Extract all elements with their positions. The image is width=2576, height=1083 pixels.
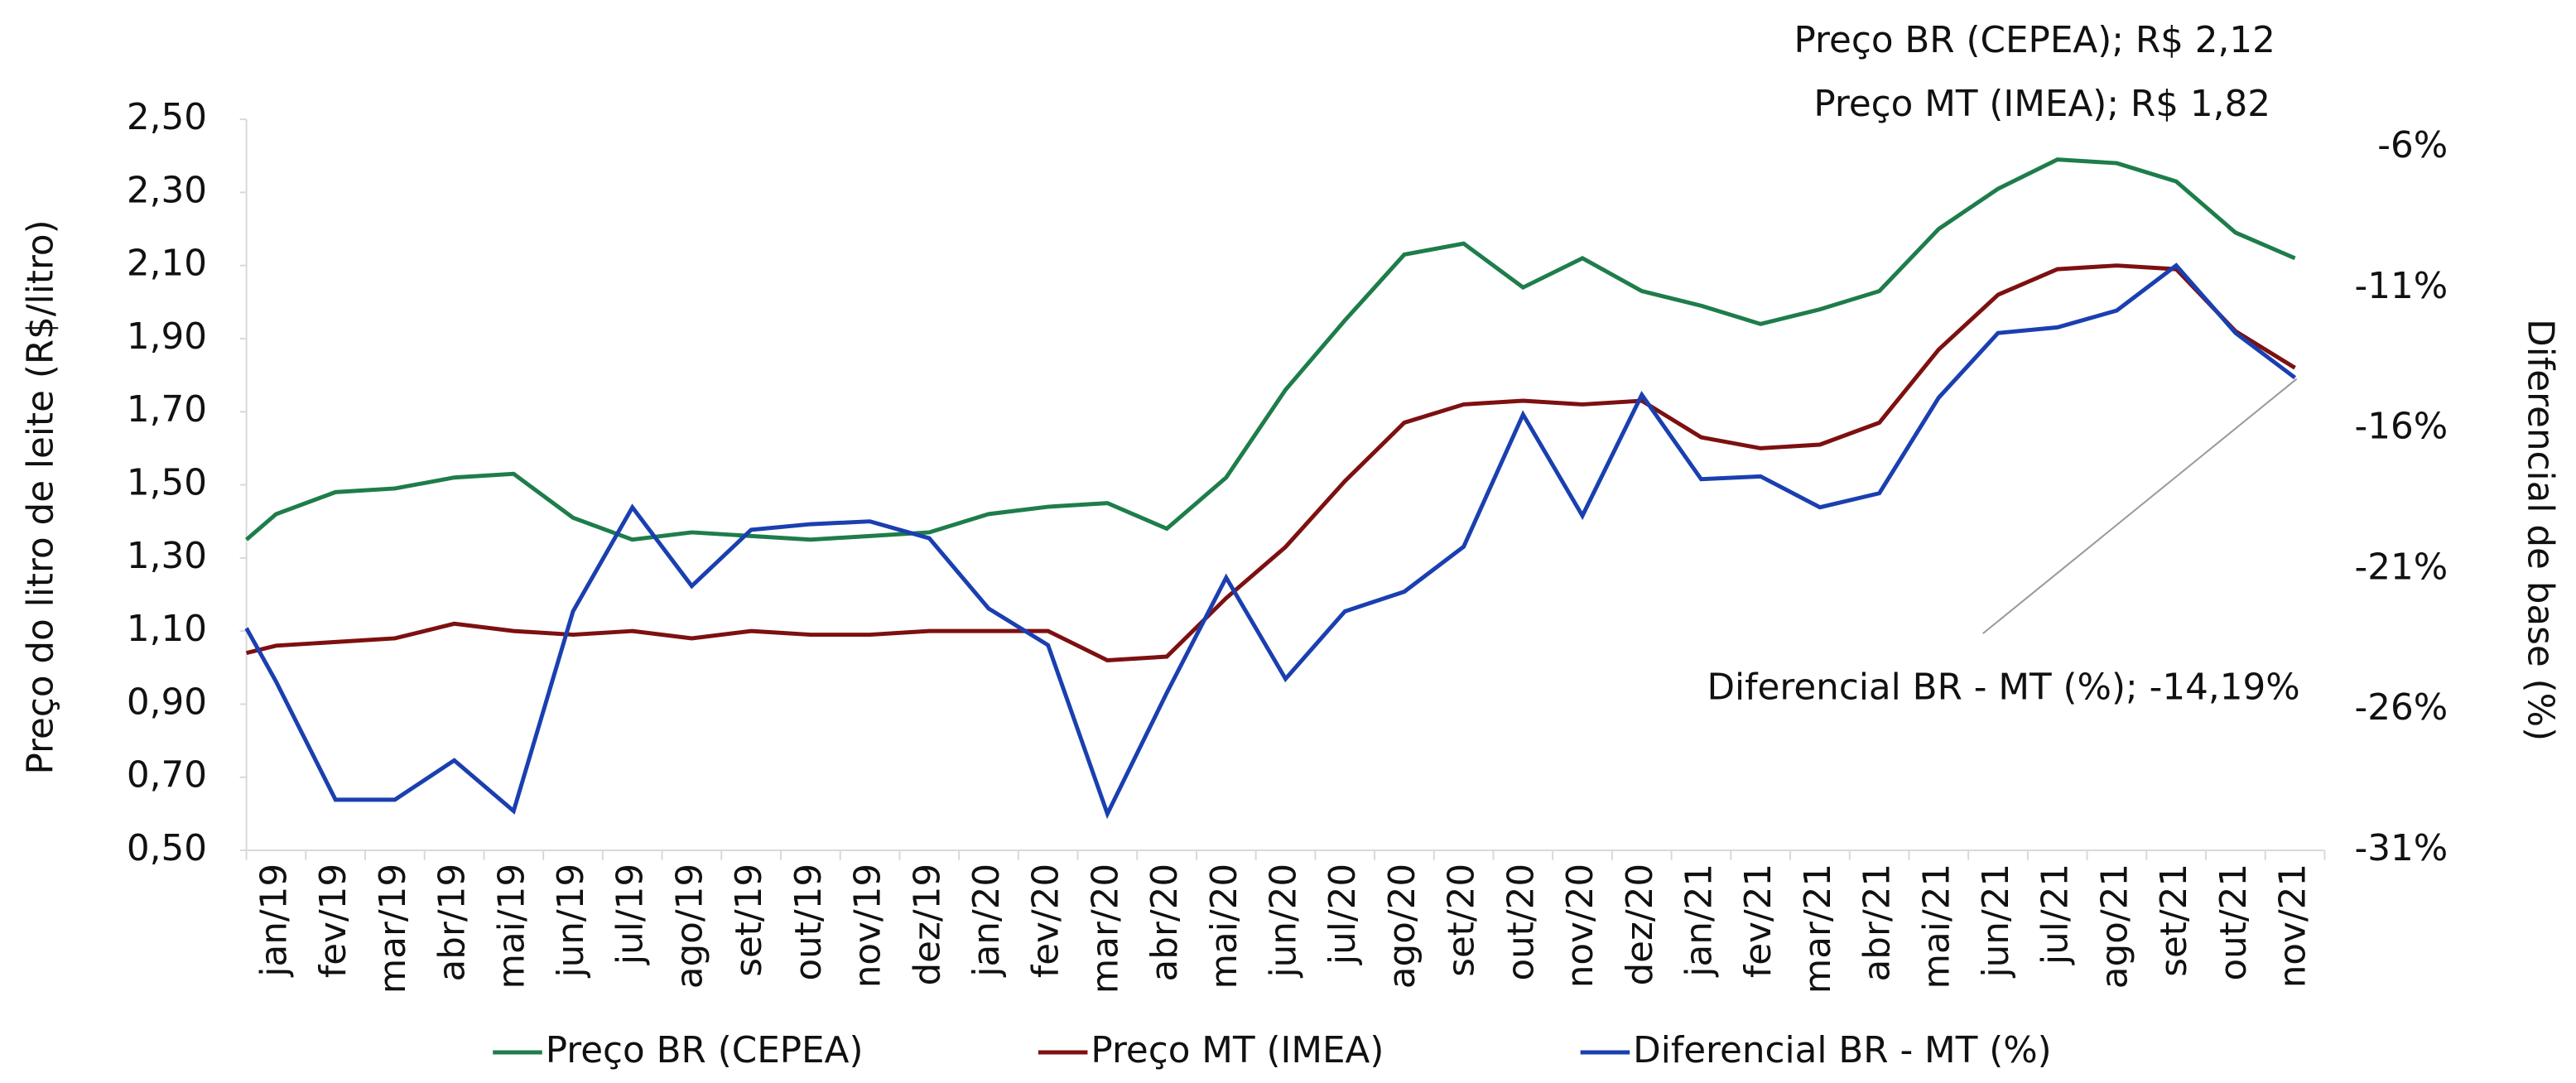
x-tick-label: jul/19 [609,864,652,965]
x-tick-label: fev/20 [1025,864,1067,978]
x-tick-label: nov/20 [1559,864,1601,988]
x-tick-label: jun/20 [1263,864,1305,979]
x-tick-label: nov/19 [847,864,889,988]
series-line [244,262,2297,820]
y-tick-label: 2,10 [127,243,207,285]
x-tick-label: abr/21 [1856,864,1899,982]
x-tick-label: fev/19 [312,864,354,978]
x-tick-label: set/19 [728,864,770,977]
y-tick-label: 0,50 [127,827,207,869]
x-tick-label: jan/21 [1678,864,1720,978]
y-tick-label: 2,30 [127,169,207,211]
x-tick-label: dez/19 [906,864,948,986]
x-tick-label: ago/20 [1381,864,1423,989]
x-tick-label: ago/21 [2093,864,2135,989]
x-tick-label: out/19 [787,864,830,981]
x-tick-label: jan/20 [965,864,1008,978]
y2-tick-label: -21% [2355,546,2448,588]
y-axis-title: Preço do litro de leite (R$/litro) [20,219,62,774]
legend-label: Diferencial BR - MT (%) [1633,1029,2052,1071]
y-tick-label: 0,70 [127,754,207,797]
x-tick-label: mar/21 [1797,864,1839,994]
y-tick-label: 0,90 [127,681,207,723]
y2-tick-label: -16% [2355,406,2448,448]
x-tick-label: set/21 [2153,864,2195,977]
y-tick-label: 1,10 [127,608,207,650]
x-tick-label: jul/21 [2034,864,2077,965]
leader-line [1982,378,2298,634]
x-tick-label: jun/21 [1975,864,2017,979]
x-tick-label: jul/20 [1322,864,1364,965]
y2-tick-label: -26% [2355,686,2448,729]
x-tick-label: abr/19 [431,864,474,982]
y-tick-label: 1,30 [127,535,207,577]
y2-axis-title: Diferencial de base (%) [2519,319,2561,741]
y-tick-label: 2,50 [127,96,207,138]
x-tick-label: jan/19 [253,864,295,978]
legend-label: Preço BR (CEPEA) [546,1029,864,1071]
x-tick-label: mai/20 [1203,864,1245,989]
x-tick-label: ago/19 [668,864,710,989]
annotation: Diferencial BR - MT (%); -14,19% [1707,667,2299,709]
x-tick-label: mai/21 [1915,864,1957,989]
x-tick-label: abr/20 [1144,864,1186,982]
annotation: Preço BR (CEPEA); R$ 2,12 [1794,19,2275,61]
y2-tick-label: -31% [2355,827,2448,869]
y-tick-label: 1,70 [127,388,207,431]
x-tick-label: fev/21 [1737,864,1779,978]
x-tick-label: mar/20 [1084,864,1126,994]
annotation: Preço MT (IMEA); R$ 1,82 [1813,83,2270,125]
x-tick-label: set/20 [1441,864,1483,977]
x-tick-label: mai/19 [490,864,532,989]
x-tick-label: out/20 [1500,864,1542,981]
y-tick-label: 1,90 [127,315,207,358]
x-tick-label: dez/20 [1619,864,1661,986]
legend-label: Preço MT (IMEA) [1091,1029,1384,1071]
series-line [246,263,2296,662]
x-tick-label: jun/19 [550,864,592,979]
x-tick-label: nov/21 [2272,864,2314,988]
y-tick-label: 1,50 [127,462,207,504]
x-tick-label: mar/19 [372,864,414,994]
y2-tick-label: -11% [2355,265,2448,307]
series-line [244,157,2296,542]
y2-tick-label: -6% [2377,124,2448,166]
x-tick-label: out/21 [2212,864,2255,981]
